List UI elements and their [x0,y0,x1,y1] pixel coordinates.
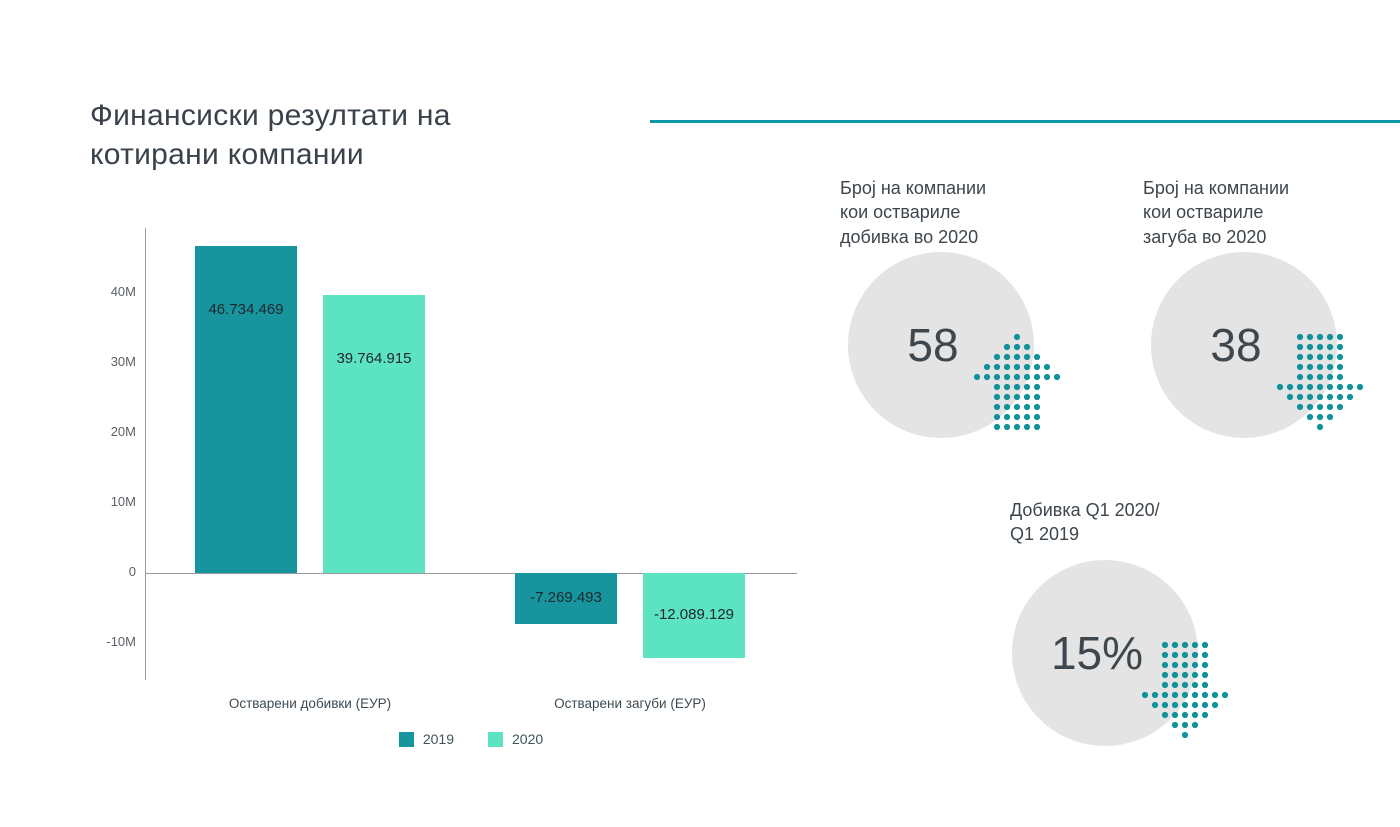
title-divider-line [650,120,1400,123]
y-axis-line [145,228,146,680]
y-tick-label: 10M [110,494,136,509]
zero-baseline [145,573,797,574]
page-title: Финансиски резултати на котирани компани… [90,99,451,171]
legend-label: 2019 [422,731,454,747]
arrow-down-icon [1275,332,1365,432]
stat-value: 38 [1210,319,1262,371]
category-label: Остварени загуби (ЕУР) [554,696,706,711]
bar-value-label: -7.269.493 [530,589,602,607]
stat-card-loss-companies: Број на компании кои оствариле загуба во… [1143,176,1393,438]
legend-swatch [398,731,414,747]
stat-label: Број на компании кои оствариле добивка в… [840,178,987,247]
y-tick-label: 20M [110,424,136,439]
bar-chart: 2019 2020 40M 30M 20M 10M 0 -10M 46.734.469 -7.2… [90,228,810,776]
y-tick-label: 40M [110,284,136,299]
chart-legend: 2019 2020 [145,731,797,747]
stat-card-q1-profit: Добивка Q1 2020/ Q1 2019 15% [1010,498,1260,746]
bar-2019-0 [195,245,297,573]
legend-item-2019: 2019 [398,731,454,747]
arrow-up-icon [972,332,1062,432]
stat-card-profit-companies: Број на компании кои оствариле добивка в… [840,176,1090,438]
category-label: Остварени добивки (ЕУР) [228,696,392,711]
bar-value-label: -12.089.129 [653,606,735,624]
y-tick-label: 0 [128,564,136,579]
bar-2020-0 [323,294,425,573]
stat-value: 58 [907,319,959,371]
legend-item-2020: 2020 [488,731,543,747]
stat-label: Број на компании кои оствариле загуба во… [1143,178,1290,247]
arrow-down-icon [1140,640,1230,740]
legend-label: 2020 [512,731,544,747]
bar-value-label: 39.764.915 [336,349,412,367]
stat-circle: 58 [848,252,1034,438]
y-tick-label: -10M [106,634,136,649]
bar-2020-1 [643,573,745,658]
stat-value: 15% [1050,627,1144,679]
stat-label: Добивка Q1 2020/ Q1 2019 [1010,500,1160,545]
stat-circle: 38 [1151,252,1337,438]
bar-value-label: 46.734.469 [208,300,284,318]
bar-2019-1 [515,573,617,624]
legend-swatch [488,731,503,747]
y-tick-label: 30M [110,354,136,369]
